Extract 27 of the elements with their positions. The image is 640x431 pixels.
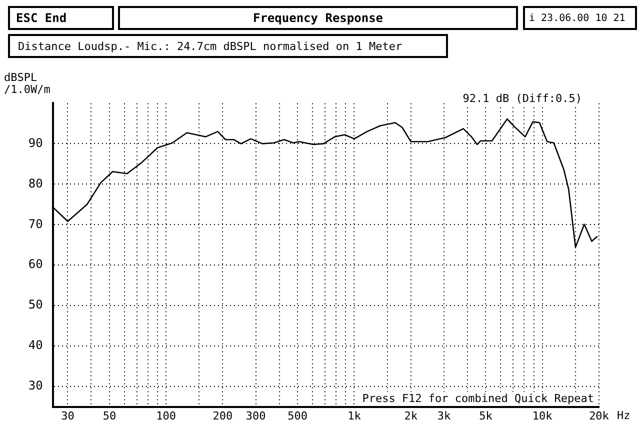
annotation: Press F12 for combined Quick Repeat (362, 392, 594, 405)
text: ESC End (8, 6, 114, 30)
x-tick-label: 300 (246, 409, 266, 422)
x-tick-label: 50 (102, 409, 116, 422)
x-tick-label: 20k (589, 409, 610, 422)
y-tick-label: 70 (28, 216, 43, 231)
x-tick-label: 1k (348, 409, 362, 422)
x-tick-label: 5k (479, 409, 493, 422)
x-tick-label: 500 (288, 409, 308, 422)
text: Distance Loudsp.- Mic.: 24.7cm dBSPL normalised on 1 Meter (8, 34, 448, 58)
x-tick-label: 3k (437, 409, 451, 422)
y-tick-label: 90 (28, 136, 43, 150)
y-tick-label: 30 (28, 378, 43, 393)
x-tick-label: 2k (404, 409, 418, 422)
annotation: 92.1 dB (Diff:0.5) (462, 92, 582, 105)
x-tick-label: 200 (212, 409, 233, 422)
text: i 23.06.00 10 21 (523, 6, 637, 30)
chart-title: Frequency Response (118, 6, 518, 30)
y-tick-label: 40 (28, 338, 43, 352)
x-axis-title: Hz (617, 409, 630, 422)
x-tick-label: 30 (61, 409, 74, 422)
x-tick-label: 100 (156, 409, 176, 422)
y-tick-label: 50 (28, 298, 43, 312)
y-axis-title: dBSPL /1.0W/m (4, 71, 50, 96)
y-tick-label: 80 (28, 176, 43, 190)
x-tick-label: 10k (532, 409, 553, 422)
y-tick-label: 60 (28, 257, 43, 272)
